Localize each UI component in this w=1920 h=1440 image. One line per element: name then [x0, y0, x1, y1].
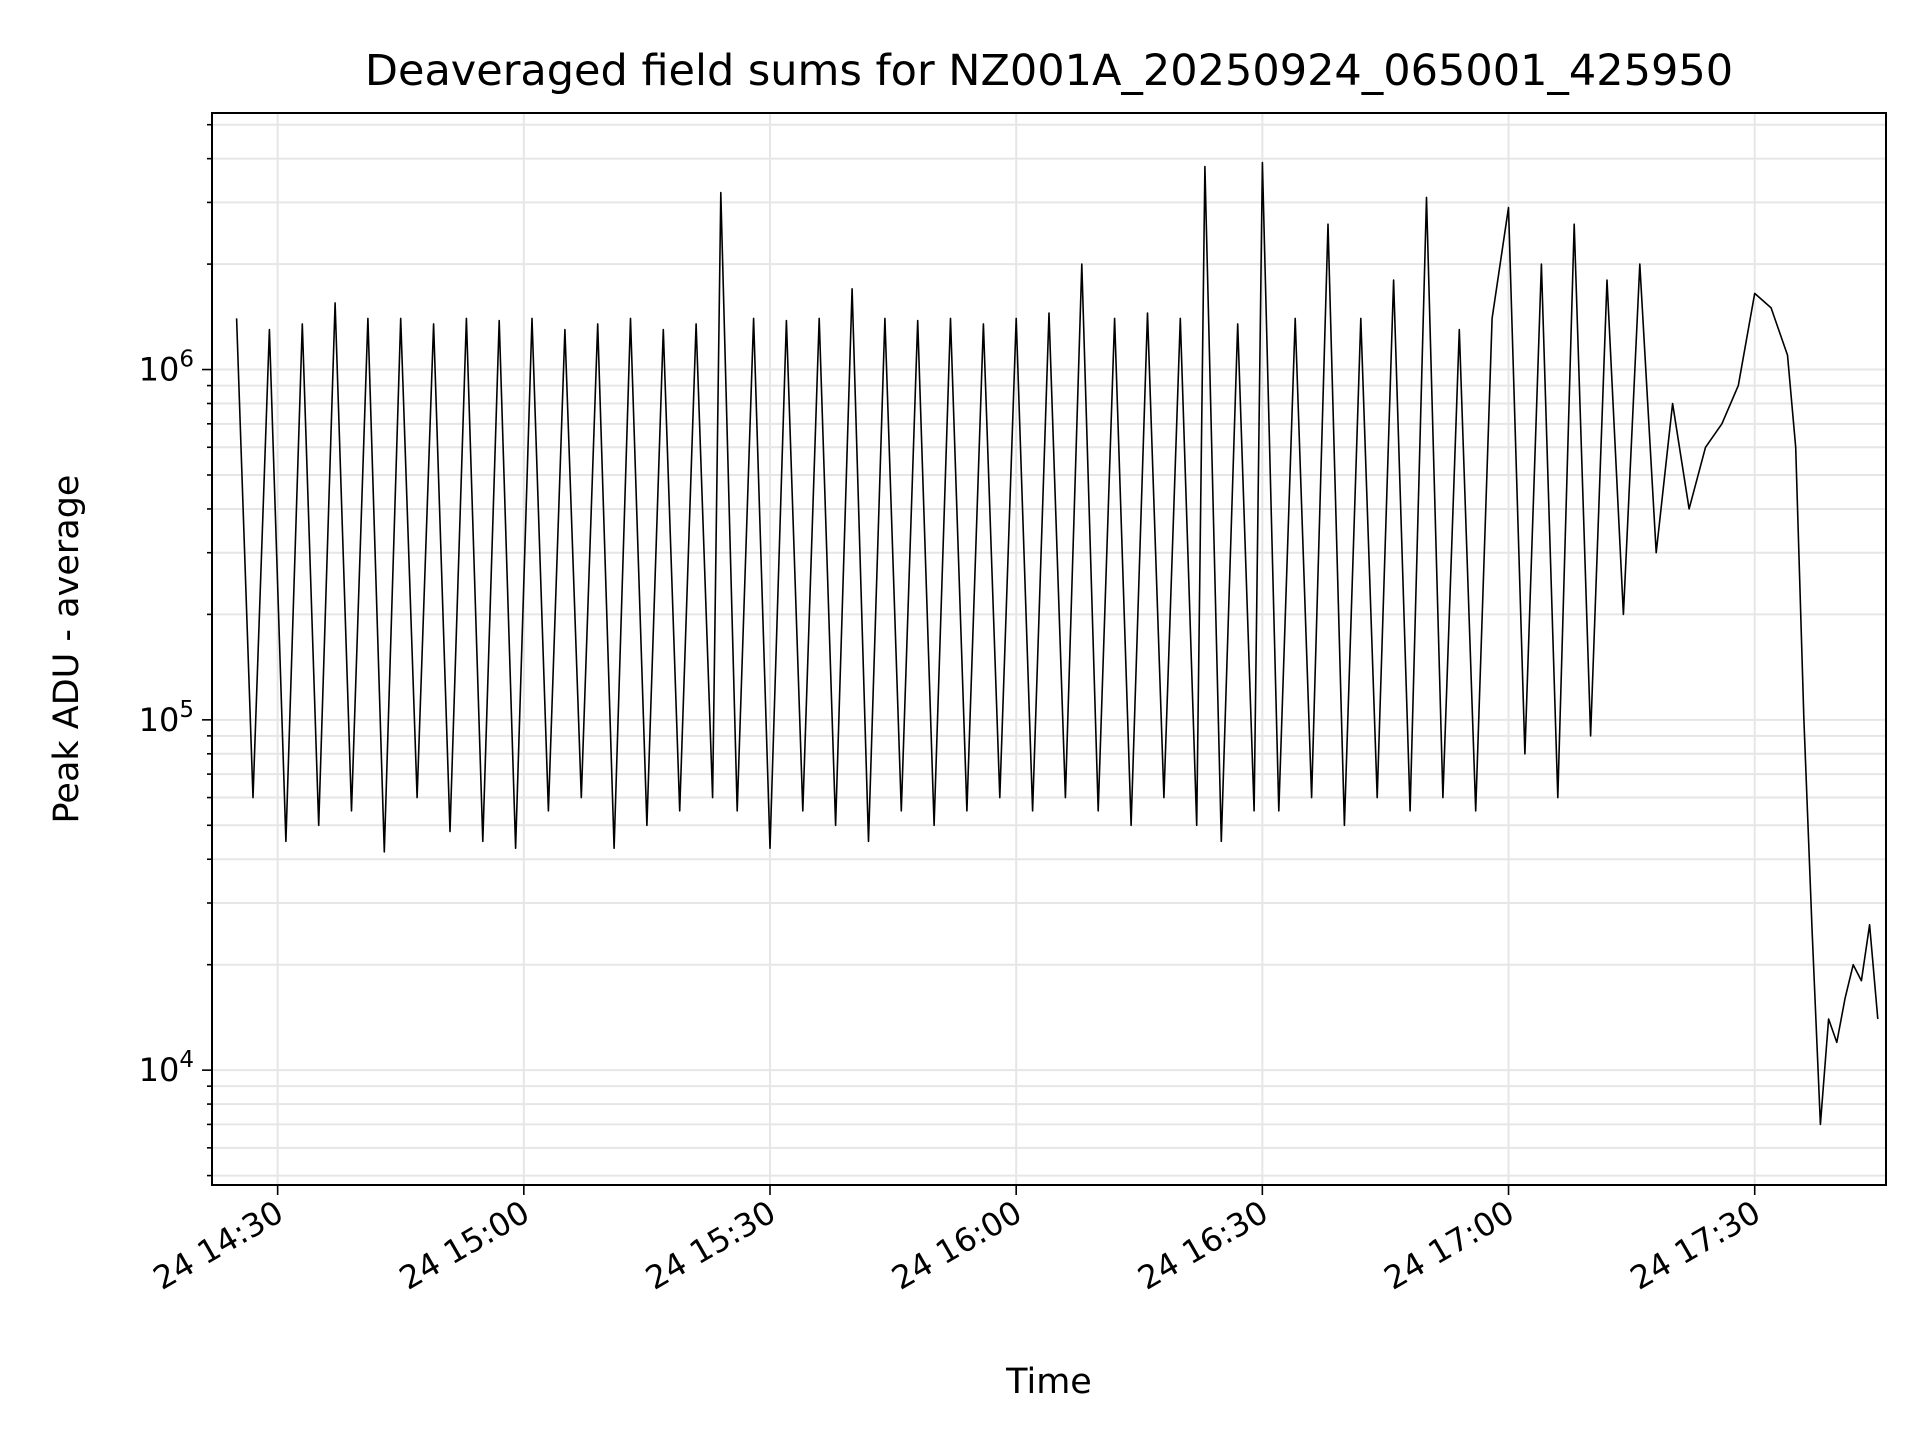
y-tick-label: 105	[139, 697, 194, 739]
series-line-group	[235, 161, 1879, 1126]
x-axis-label: Time	[1005, 1362, 1092, 1402]
chart-title: Deaveraged field sums for NZ001A_2025092…	[365, 46, 1733, 96]
plot-frame	[211, 112, 1887, 1186]
y-tick-label: 106	[139, 347, 194, 389]
grid	[212, 113, 1886, 1185]
series-line	[235, 161, 1879, 1126]
y-axis-ticks: 104 105 106	[139, 123, 212, 1177]
y-axis-label: Peak ADU - average	[47, 475, 87, 824]
y-tick-label: 104	[139, 1047, 194, 1089]
